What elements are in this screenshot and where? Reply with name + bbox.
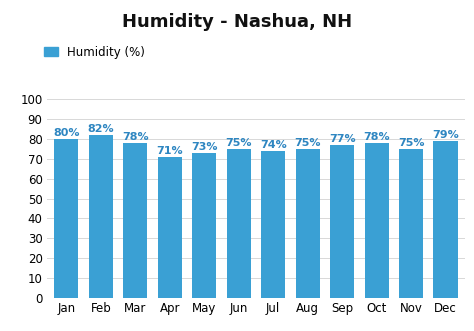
Bar [55, 139, 78, 298]
Text: 71%: 71% [156, 146, 183, 156]
Text: 75%: 75% [294, 138, 321, 148]
Bar [192, 153, 216, 298]
Text: 75%: 75% [398, 138, 424, 148]
Text: 82%: 82% [88, 124, 114, 134]
Text: 75%: 75% [226, 138, 252, 148]
Bar [399, 149, 423, 298]
Bar [227, 149, 251, 298]
Text: 74%: 74% [260, 140, 287, 150]
Bar [296, 149, 320, 298]
Text: 79%: 79% [432, 130, 459, 140]
Text: Humidity - Nashua, NH: Humidity - Nashua, NH [122, 13, 352, 31]
Bar [434, 141, 457, 298]
Bar [158, 157, 182, 298]
Text: 80%: 80% [53, 128, 80, 138]
Bar [261, 151, 285, 298]
Text: 73%: 73% [191, 142, 218, 152]
Bar [365, 143, 389, 298]
Text: 78%: 78% [363, 132, 390, 142]
Bar [330, 145, 354, 298]
Text: 77%: 77% [329, 134, 356, 144]
Bar [89, 135, 113, 298]
Text: 78%: 78% [122, 132, 149, 142]
Bar [123, 143, 147, 298]
Legend: Humidity (%): Humidity (%) [44, 46, 146, 59]
